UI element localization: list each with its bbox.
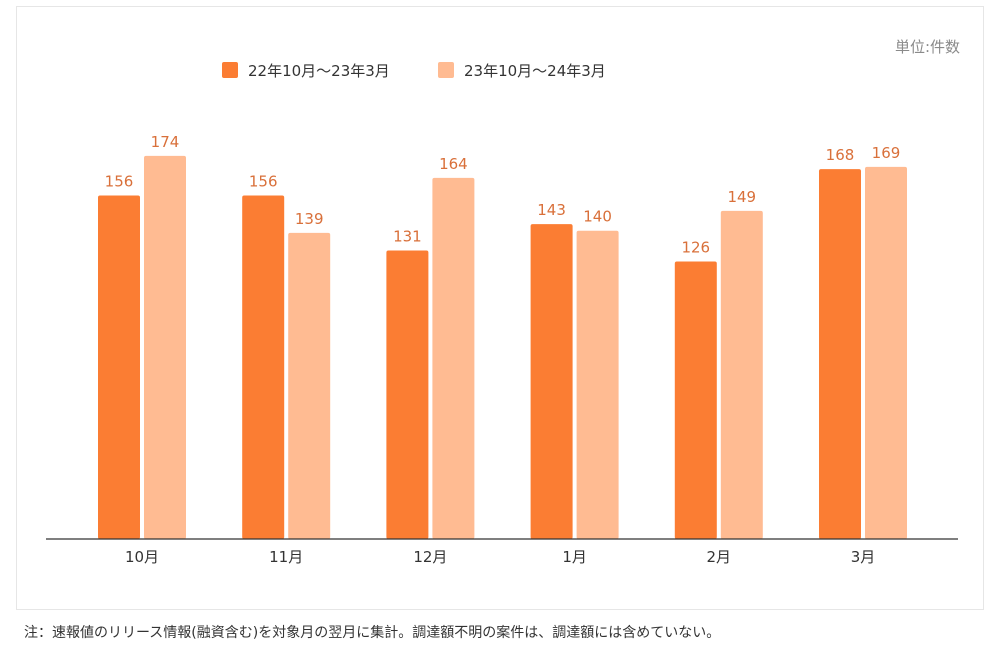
bars: [98, 155, 907, 540]
x-tick-label-4: 1月: [562, 548, 587, 566]
data-label-series1-3: 131: [393, 228, 422, 246]
data-label-series1-5: 126: [681, 239, 710, 257]
legend-swatch-1: [222, 62, 238, 78]
legend-label-1: 22年10月～23年3月: [248, 62, 390, 80]
data-label-series1-2: 156: [249, 172, 278, 190]
data-label-series2-2: 139: [295, 210, 324, 228]
data-label-series2-6: 169: [872, 144, 901, 162]
bar-series2-2: [288, 232, 331, 539]
x-tick-label-3: 12月: [413, 548, 447, 566]
bar-series1-2: [242, 195, 285, 539]
data-label-series2-4: 140: [583, 208, 612, 226]
bar-series1-1: [98, 195, 140, 539]
unit-label: 単位:件数: [895, 38, 960, 56]
x-tick-label-1: 10月: [125, 548, 159, 566]
bar-series2-1: [144, 155, 186, 540]
bar-series2-6: [865, 166, 907, 539]
data-label-series2-5: 149: [727, 188, 756, 206]
bar-series2-4: [576, 230, 619, 539]
bar-series1-5: [674, 261, 717, 539]
x-tick-label-2: 11月: [269, 548, 303, 566]
bar-series1-4: [530, 224, 573, 539]
legend-swatch-2: [438, 62, 454, 78]
x-tick-label-6: 3月: [851, 548, 876, 566]
legend: 22年10月～23年3月 23年10月～24年3月: [222, 62, 606, 80]
data-label-series1-4: 143: [537, 201, 566, 219]
bar-series1-3: [386, 250, 429, 539]
legend-label-2: 23年10月～24年3月: [464, 62, 606, 80]
x-tick-label-5: 2月: [707, 548, 732, 566]
footnote: 注：速報値のリリース情報(融資含む)を対象月の翌月に集計。調達額不明の案件は、調…: [24, 625, 721, 641]
data-labels: 156 174 156 139 131 164 143 140 126 149 168 169: [105, 133, 901, 257]
data-label-series2-3: 164: [439, 155, 468, 173]
bar-series2-5: [720, 210, 763, 540]
data-label-series1-6: 168: [826, 146, 855, 164]
data-label-series2-1: 174: [151, 133, 180, 151]
data-label-series1-1: 156: [105, 172, 134, 190]
bar-series2-3: [432, 177, 475, 539]
bar-series1-6: [819, 169, 861, 539]
x-tick-labels: 10月 11月 12月 1月 2月 3月: [125, 548, 875, 566]
